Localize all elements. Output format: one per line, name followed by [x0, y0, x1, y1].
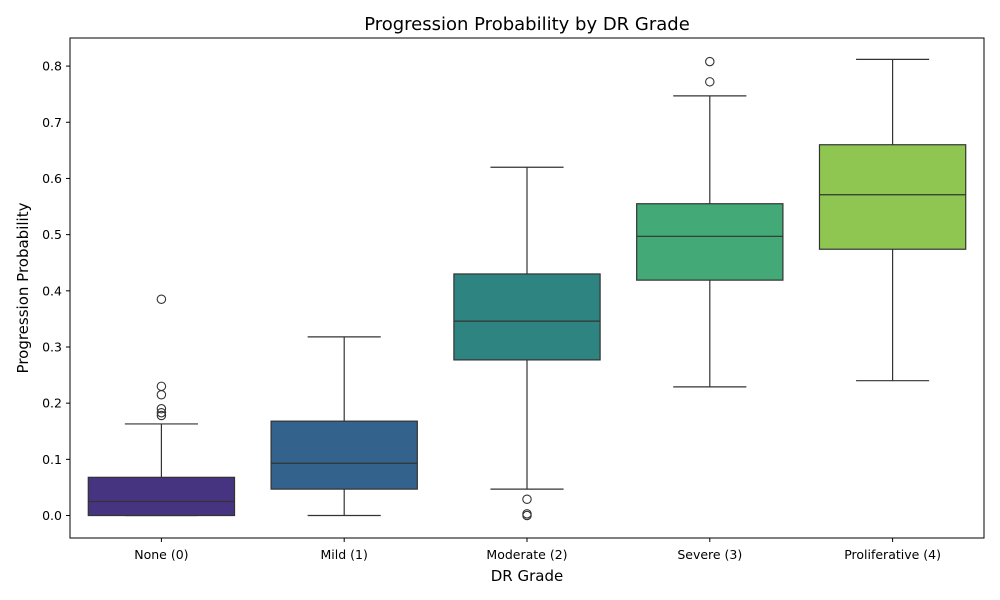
outlier-point-moderate-2 — [522, 509, 532, 519]
box-moderate-2 — [453, 273, 601, 361]
outlier-point-none-0 — [156, 381, 167, 392]
y-axis-label: Progression Probability — [14, 202, 32, 373]
outlier-point-none-0 — [156, 407, 167, 418]
chart-title: Progression Probability by DR Grade — [364, 14, 690, 35]
y-tick-label: 0.1 — [42, 452, 62, 467]
plot-frame — [69, 37, 985, 539]
box-mild-1 — [270, 420, 418, 490]
y-tick-label: 0.7 — [42, 115, 62, 130]
y-tick-label: 0.4 — [42, 283, 62, 298]
outlier-point-none-0 — [156, 404, 167, 414]
outlier-point-none-0 — [156, 410, 167, 421]
x-tick-label-proliferative-4: Proliferative (4) — [844, 547, 941, 562]
outlier-point-none-0 — [156, 294, 167, 304]
outlier-point-severe-3 — [705, 56, 715, 67]
box-proliferative-4 — [818, 144, 967, 250]
box-severe-3 — [636, 203, 784, 281]
outlier-point-moderate-2 — [522, 494, 532, 504]
x-tick-label-moderate-2: Moderate (2) — [486, 547, 567, 562]
box-none-0 — [87, 476, 236, 517]
x-axis-label: DR Grade — [491, 567, 563, 585]
y-tick-label: 0.8 — [42, 59, 62, 74]
x-tick-label-mild-1: Mild (1) — [321, 547, 368, 562]
y-tick-label: 0.6 — [42, 171, 62, 186]
outlier-point-severe-3 — [705, 77, 715, 87]
y-tick-label: 0.0 — [42, 508, 62, 523]
plot-area: 0.0 0.1 0.2 0.3 0.4 0.5 0.6 0.7 0.8 None (0) Mild … — [42, 56, 967, 562]
y-tick-label: 0.3 — [42, 339, 62, 354]
y-tick-label: 0.2 — [42, 396, 62, 411]
y-tick-label: 0.5 — [42, 227, 62, 242]
x-tick-label-none-0: None (0) — [134, 547, 188, 562]
x-tick-label-severe-3: Severe (3) — [677, 547, 742, 562]
